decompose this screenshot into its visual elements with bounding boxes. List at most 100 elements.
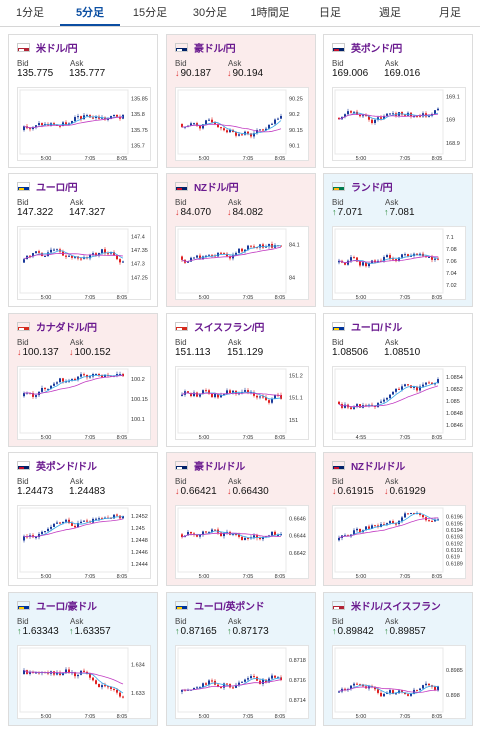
candle-body — [238, 534, 240, 537]
x-tick-label: 8:05 — [275, 156, 286, 162]
pair-link[interactable]: ユーロ/豪ドル — [36, 601, 97, 613]
pair-link[interactable]: ランド/円 — [351, 182, 393, 194]
candle-body — [338, 691, 340, 693]
moving-average-fast — [181, 530, 282, 539]
currency-card[interactable]: 豪ドル/円 Bid Ask ↓90.187 ↓90.194 90.25 90.2 90.15 9… — [166, 34, 316, 168]
flag-eu-au-icon — [17, 600, 30, 610]
candle-body — [226, 253, 228, 257]
x-tick-label: 8:05 — [432, 435, 443, 441]
candle-body — [386, 255, 388, 258]
candle-body — [350, 685, 352, 689]
pair-link[interactable]: 豪ドル/ドル — [194, 461, 245, 473]
chart-box[interactable]: 100.2 100.15 100.1 5:00 7:05 8:05 — [17, 366, 151, 441]
currency-card[interactable]: ユーロ/英ポンド Bid Ask ↑0.87165 ↑0.87173 0.8718 0.87… — [166, 592, 316, 726]
currency-card[interactable]: 豪ドル/ドル Bid Ask ↓0.66421 ↓0.66430 0.6646 0.6644… — [166, 452, 316, 586]
candle-body — [277, 535, 279, 537]
currency-card[interactable]: 英ポンド/円 Bid Ask 169.006 169.016 169.1 169 168.9 5… — [323, 34, 473, 168]
x-tick-label: 5:00 — [41, 714, 52, 720]
candle-body — [398, 388, 400, 390]
chart-box[interactable]: 0.8985 0.898 5:00 7:05 8:05 — [332, 645, 466, 720]
y-tick-label: 7.1 — [446, 235, 454, 241]
pair-link[interactable]: 豪ドル/円 — [194, 43, 236, 55]
candle-body — [347, 111, 349, 115]
candle-body — [280, 677, 282, 680]
x-tick-label: 5:00 — [41, 435, 52, 441]
candle-body — [353, 257, 355, 259]
y-tick-label: 0.6189 — [446, 561, 463, 567]
currency-card[interactable]: 英ポンド/ドル Bid Ask 1.24473 1.24483 1.2452 1.245 1.… — [8, 452, 158, 586]
tab-daily[interactable]: 日足 — [319, 7, 341, 19]
tab-monthly[interactable]: 月足 — [439, 7, 461, 19]
candle-body — [202, 124, 204, 129]
candle-body — [47, 388, 49, 390]
currency-card[interactable]: カナダドル/円 Bid Ask ↓100.137 ↓100.152 100.2 100.15… — [8, 313, 158, 447]
pair-link[interactable]: ユーロ/ドル — [351, 322, 402, 334]
chart-box[interactable]: 84.1 84 5:00 7:05 8:05 — [175, 226, 309, 301]
chart-box[interactable]: 135.85 135.8 135.75 135.7 5:00 7:05 8:05 — [17, 87, 151, 162]
tab-1hour[interactable]: 1時間足 — [250, 7, 290, 19]
candle-body — [38, 251, 40, 253]
bid-value-group: 1.24473 — [17, 486, 69, 497]
candle-body — [353, 406, 355, 409]
chart-box[interactable]: 151.2 151.1 151 5:00 7:05 8:05 — [175, 366, 309, 441]
candle-body — [265, 397, 267, 401]
x-tick-label: 8:05 — [275, 714, 286, 720]
currency-card[interactable]: NZドル/ドル Bid Ask ↓0.61915 ↓0.61929 0.6196 0.619… — [323, 452, 473, 586]
pair-link[interactable]: カナダドル/円 — [36, 322, 97, 334]
candle-body — [214, 122, 216, 125]
pair-link[interactable]: ユーロ/円 — [36, 182, 78, 194]
pair-link[interactable]: NZドル/ドル — [351, 461, 406, 473]
chart-box[interactable]: 1.0854 1.0852 1.085 1.0848 1.0846 4:55 7:05 8:0… — [332, 366, 466, 441]
tab-weekly[interactable]: 週足 — [379, 7, 401, 19]
pair-link[interactable]: 英ポンド/ドル — [36, 461, 97, 473]
price-chart: 90.25 90.2 90.15 90.1 5:00 7:05 8:05 — [177, 89, 303, 162]
currency-card[interactable]: ユーロ/豪ドル Bid Ask ↑1.63343 ↑1.63357 1.634 1.633 5… — [8, 592, 158, 726]
candle-body — [253, 246, 255, 248]
candle-body — [202, 256, 204, 260]
currency-card[interactable]: ユーロ/円 Bid Ask 147.322 147.327 147.4 147.35 147.… — [8, 173, 158, 307]
chart-box[interactable]: 0.6646 0.6644 0.6642 5:00 7:05 8:05 — [175, 505, 309, 580]
currency-card[interactable]: 米ドル/スイスフラン Bid Ask ↑0.89842 ↑0.89857 0.8985 0.… — [323, 592, 473, 726]
currency-card[interactable]: スイスフラン/円 Bid Ask 151.113 151.129 151.2 151.1 15… — [166, 313, 316, 447]
chart-box[interactable]: 147.4 147.35 147.3 147.25 5:00 7:05 8:05 — [17, 226, 151, 301]
y-tick-label: 0.8714 — [289, 698, 306, 704]
candle-body — [344, 262, 346, 265]
currency-card[interactable]: ユーロ/ドル Bid Ask 1.08506 1.08510 1.0854 1.0852 1.… — [323, 313, 473, 447]
chart-box[interactable]: 169.1 169 168.9 5:00 7:05 8:05 — [332, 87, 466, 162]
arrow-up-icon: ↑ — [69, 626, 74, 636]
tab-30min[interactable]: 30分足 — [192, 7, 228, 19]
currency-card[interactable]: NZドル/円 Bid Ask ↓84.070 ↓84.082 84.1 84 5:00 7:05… — [166, 173, 316, 307]
chart-box[interactable]: 0.8718 0.8716 0.8714 5:00 7:05 8:05 — [175, 645, 309, 720]
tab-1min[interactable]: 1分足 — [15, 7, 45, 19]
chart-box[interactable]: 1.2452 1.245 1.2448 1.2446 1.2444 5:00 7:05 8:0… — [17, 505, 151, 580]
y-tick-label: 0.8716 — [289, 678, 306, 684]
candle-body — [214, 529, 216, 531]
pair-link[interactable]: 米ドル/スイスフラン — [351, 601, 441, 613]
chart-box[interactable]: 0.6196 0.6195 0.6194 0.6193 0.6192 0.6191 0.61… — [332, 505, 466, 580]
pair-link[interactable]: 米ドル/円 — [36, 43, 78, 55]
flag-eu-jp-icon — [17, 181, 30, 191]
chart-box[interactable]: 1.634 1.633 5:00 7:05 8:05 — [17, 645, 151, 720]
pair-link[interactable]: 英ポンド/円 — [351, 43, 402, 55]
candle-body — [428, 256, 430, 258]
candle-body — [83, 520, 85, 522]
x-tick-label: 7:05 — [400, 295, 411, 301]
chart-box[interactable]: 7.1 7.08 7.06 7.04 7.02 5:00 7:05 8:05 — [332, 226, 466, 301]
tab-5min[interactable]: 5分足 — [60, 0, 120, 26]
currency-card[interactable]: ランド/円 Bid Ask ↑7.071 ↑7.081 7.1 7.08 7.06 7.04 7.… — [323, 173, 473, 307]
ask-label: Ask — [228, 59, 242, 68]
pair-link[interactable]: スイスフラン/円 — [194, 322, 265, 334]
candle-body — [253, 676, 255, 678]
chart-box[interactable]: 90.25 90.2 90.15 90.1 5:00 7:05 8:05 — [175, 87, 309, 162]
y-tick-label: 151 — [289, 418, 298, 424]
moving-average-fast — [338, 684, 439, 694]
pair-link[interactable]: ユーロ/英ポンド — [194, 601, 265, 613]
ask-label: Ask — [70, 477, 84, 486]
tab-15min[interactable]: 15分足 — [132, 7, 168, 19]
candle-body — [86, 374, 88, 378]
pair-link[interactable]: NZドル/円 — [194, 182, 239, 194]
bid-value-group: ↓90.187 — [175, 68, 227, 79]
candle-body — [83, 115, 85, 120]
currency-card[interactable]: 米ドル/円 Bid Ask 135.775 135.777 135.85 135.8 135.… — [8, 34, 158, 168]
candle-body — [271, 398, 273, 403]
